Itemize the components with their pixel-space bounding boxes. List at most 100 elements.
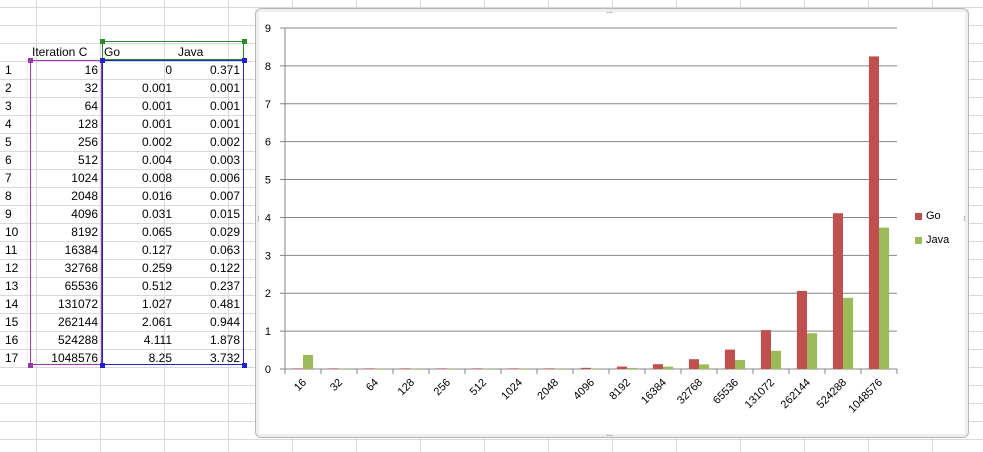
legend-label: Java: [926, 234, 950, 246]
go-cell[interactable]: 0.031: [141, 207, 172, 221]
iteration-cell[interactable]: 524288: [57, 333, 98, 347]
go-cell[interactable]: 0.008: [141, 171, 172, 185]
java-cell[interactable]: 0.371: [209, 63, 240, 77]
java-cell[interactable]: 0.237: [209, 279, 240, 293]
java-cell[interactable]: 0.063: [209, 243, 240, 257]
go-cell[interactable]: 0.127: [141, 243, 172, 257]
range-handle[interactable]: [242, 58, 247, 63]
resize-handle-right[interactable]: ∙∙∙∙: [960, 215, 970, 222]
header-iteration[interactable]: Iteration C: [32, 45, 88, 59]
iteration-cell[interactable]: 256: [77, 135, 98, 149]
java-cell[interactable]: 3.732: [209, 351, 240, 365]
go-cell[interactable]: 1.027: [141, 297, 172, 311]
java-cell[interactable]: 0.015: [209, 207, 240, 221]
go-cell[interactable]: 0: [165, 63, 172, 77]
go-cell[interactable]: 0.016: [141, 189, 172, 203]
iteration-cell[interactable]: 16: [84, 63, 98, 77]
row-header[interactable]: 7: [5, 171, 12, 185]
legend-item-java[interactable]: Java: [915, 228, 949, 252]
iteration-cell[interactable]: 128: [77, 117, 98, 131]
row-header[interactable]: 2: [5, 81, 12, 95]
java-cell[interactable]: 0.001: [209, 117, 240, 131]
row-header[interactable]: 17: [5, 351, 19, 365]
y-tick-label: 0: [265, 364, 271, 376]
bar-go: [760, 330, 771, 369]
row-header[interactable]: 13: [5, 279, 19, 293]
range-handle[interactable]: [28, 363, 33, 368]
go-cell[interactable]: 2.061: [141, 315, 172, 329]
row-header[interactable]: 1: [5, 63, 12, 77]
row-header[interactable]: 5: [5, 135, 12, 149]
go-cell[interactable]: 0.001: [141, 99, 172, 113]
java-cell[interactable]: 0.122: [209, 261, 240, 275]
bar-java: [843, 297, 854, 369]
chart-legend[interactable]: Go Java: [915, 204, 949, 252]
java-cell[interactable]: 0.001: [209, 99, 240, 113]
java-cell[interactable]: 0.007: [209, 189, 240, 203]
iteration-cell[interactable]: 1024: [71, 171, 98, 185]
range-handle[interactable]: [100, 39, 105, 44]
row-header[interactable]: 10: [5, 225, 19, 239]
row-header[interactable]: 15: [5, 315, 19, 329]
java-cell[interactable]: 0.001: [209, 81, 240, 95]
range-handle[interactable]: [242, 39, 247, 44]
iteration-cell[interactable]: 4096: [71, 207, 98, 221]
table-row: 256 0.002 0.002: [28, 133, 248, 151]
header-go[interactable]: Go: [104, 45, 121, 59]
row-header[interactable]: 8: [5, 189, 12, 203]
iteration-cell[interactable]: 2048: [71, 189, 98, 203]
go-cell[interactable]: 0.002: [141, 135, 172, 149]
resize-handle-bottom[interactable]: ∙∙∙∙: [606, 430, 613, 440]
java-cell[interactable]: 0.029: [209, 225, 240, 239]
bar-go: [400, 368, 411, 369]
go-cell[interactable]: 0.001: [141, 81, 172, 95]
iteration-cell[interactable]: 8192: [71, 225, 98, 239]
resize-handle-top[interactable]: ∙∙∙∙: [606, 7, 613, 17]
go-cell[interactable]: 8.25: [148, 351, 172, 365]
java-cell[interactable]: 0.006: [209, 171, 240, 185]
range-handle[interactable]: [100, 363, 105, 368]
bar-java: [663, 366, 674, 369]
iteration-cell[interactable]: 262144: [57, 315, 98, 329]
bar-go: [868, 56, 879, 370]
row-header[interactable]: 9: [5, 207, 12, 221]
java-cell[interactable]: 0.002: [209, 135, 240, 149]
row-header[interactable]: 16: [5, 333, 19, 347]
bar-go: [724, 349, 735, 369]
iteration-cell[interactable]: 65536: [64, 279, 98, 293]
y-tick-label: 2: [265, 288, 271, 300]
header-java[interactable]: Java: [178, 45, 204, 59]
go-cell[interactable]: 0.065: [141, 225, 172, 239]
iteration-cell[interactable]: 1048576: [51, 351, 98, 365]
go-cell[interactable]: 0.004: [141, 153, 172, 167]
java-cell[interactable]: 0.003: [209, 153, 240, 167]
iteration-cell[interactable]: 64: [84, 99, 98, 113]
range-handle[interactable]: [100, 58, 105, 63]
go-cell[interactable]: 0.259: [141, 261, 172, 275]
row-header[interactable]: 12: [5, 261, 19, 275]
iteration-cell[interactable]: 16384: [64, 243, 98, 257]
legend-item-go[interactable]: Go: [915, 204, 949, 228]
table-row: 128 0.001 0.001: [28, 115, 248, 133]
go-cell[interactable]: 4.111: [143, 333, 172, 347]
iteration-cell[interactable]: 512: [77, 153, 98, 167]
iteration-cell[interactable]: 32768: [64, 261, 98, 275]
java-cell[interactable]: 0.944: [209, 315, 240, 329]
range-handle[interactable]: [242, 363, 247, 368]
x-tick-label: 65536: [711, 377, 741, 407]
resize-handle-left[interactable]: ∙∙∙∙: [254, 215, 264, 222]
row-header[interactable]: 14: [5, 297, 19, 311]
range-handle[interactable]: [28, 58, 33, 63]
row-header[interactable]: 6: [5, 153, 12, 167]
bar-go: [472, 368, 483, 369]
go-cell[interactable]: 0.001: [141, 117, 172, 131]
iteration-cell[interactable]: 32: [84, 81, 98, 95]
go-cell[interactable]: 0.512: [141, 279, 172, 293]
row-header[interactable]: 11: [5, 243, 18, 257]
java-cell[interactable]: 0.481: [209, 297, 240, 311]
row-header[interactable]: 3: [5, 99, 12, 113]
row-header[interactable]: 4: [5, 117, 12, 131]
x-tick-label: 8192: [607, 377, 633, 403]
iteration-cell[interactable]: 131072: [57, 297, 98, 311]
java-cell[interactable]: 1.878: [209, 333, 240, 347]
